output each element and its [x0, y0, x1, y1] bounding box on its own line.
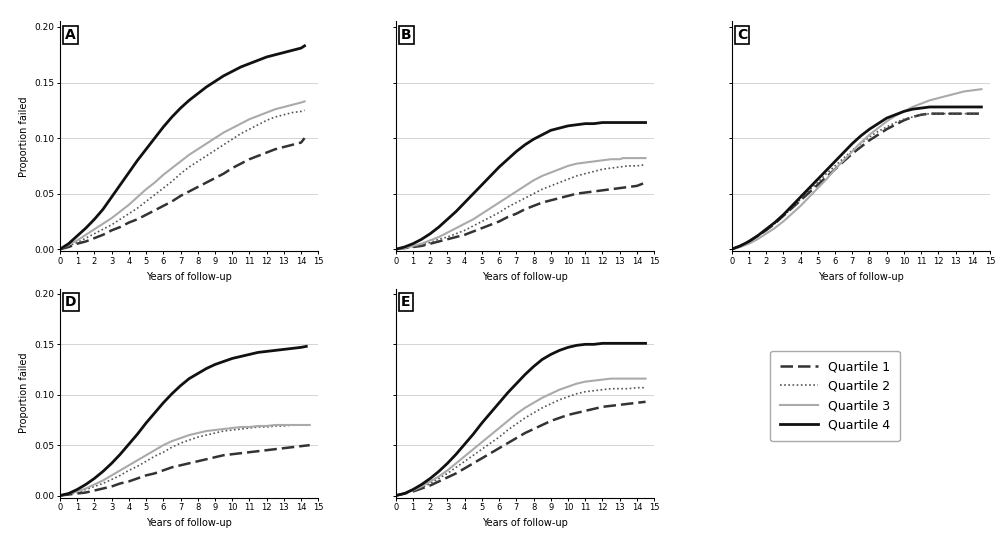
Y-axis label: Proportion failed: Proportion failed	[19, 353, 29, 433]
X-axis label: Years of follow-up: Years of follow-up	[818, 272, 904, 281]
Text: D: D	[65, 295, 77, 309]
X-axis label: Years of follow-up: Years of follow-up	[482, 272, 568, 281]
X-axis label: Years of follow-up: Years of follow-up	[146, 518, 232, 528]
Legend: Quartile 1, Quartile 2, Quartile 3, Quartile 4: Quartile 1, Quartile 2, Quartile 3, Quar…	[770, 350, 900, 441]
X-axis label: Years of follow-up: Years of follow-up	[482, 518, 568, 528]
Text: A: A	[65, 28, 76, 42]
Y-axis label: Proportion failed: Proportion failed	[19, 96, 29, 177]
Text: B: B	[401, 28, 412, 42]
X-axis label: Years of follow-up: Years of follow-up	[146, 272, 232, 281]
Text: C: C	[737, 28, 747, 42]
Text: E: E	[401, 295, 411, 309]
